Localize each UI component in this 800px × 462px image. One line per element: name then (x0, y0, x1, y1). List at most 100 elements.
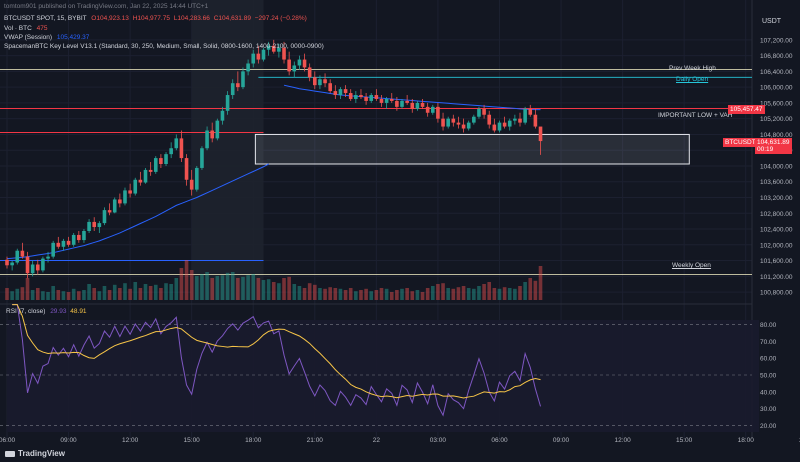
candle-body (384, 98, 389, 103)
volume-bar (184, 260, 189, 300)
candle-body (256, 53, 261, 60)
volume-bar (415, 290, 420, 300)
prev-week-high-label: Prev Week High (669, 65, 716, 72)
footer-brand: TradingView (5, 450, 65, 458)
candle-body (410, 102, 415, 109)
rsi-tick-label: 20.00 (760, 423, 777, 430)
volume-bar (318, 288, 322, 300)
candle-body (395, 100, 399, 107)
volume-bar (323, 288, 327, 300)
volume-bar (56, 290, 61, 300)
candle-body (354, 95, 358, 99)
volume-bar (348, 288, 353, 300)
candle-body (184, 158, 189, 180)
volume-bar (292, 284, 297, 300)
time-tick-label: 12:00 (122, 437, 139, 444)
price-tick-label: 106,400.00 (760, 69, 793, 76)
candle-body (246, 63, 250, 72)
vwap-legend[interactable]: VWAP (Session) 105,429.37 (4, 34, 90, 42)
volume-bar (92, 288, 97, 300)
daily-open-label: Daily Open (676, 76, 709, 83)
candle-body (482, 108, 486, 115)
volume-bar (307, 283, 312, 300)
candle-body (236, 83, 240, 88)
volume-bar (405, 288, 409, 300)
price-axis[interactable]: 107,200.00 106,800.00 106,400.00 106,000.00… (760, 37, 793, 429)
time-axis[interactable]: 06:00 09:00 12:00 15:00 18:00 21:00 22 03:00 06:… (0, 437, 800, 444)
price-tick-label: 106,000.00 (760, 85, 793, 92)
rsi-tick-label: 60.00 (760, 356, 777, 363)
candle-body (533, 114, 538, 127)
volume-bar (302, 288, 307, 300)
volume-bar (112, 284, 117, 300)
volume-bar (523, 282, 527, 300)
volume-bar (266, 279, 271, 300)
volume-bar (251, 274, 256, 300)
vwap-session-1 (6, 163, 269, 260)
volume-bar (482, 284, 486, 300)
candle-body (456, 122, 461, 125)
price-tick-label: 104,800.00 (760, 132, 793, 139)
candle-body (266, 45, 271, 50)
candle-body (379, 98, 384, 103)
volume-bar (128, 288, 132, 300)
volume-legend[interactable]: Vol · BTC 475 (4, 25, 48, 33)
candle-body (241, 71, 245, 88)
candle-body (513, 118, 517, 121)
candle-body (179, 138, 184, 159)
volume-bar (61, 291, 66, 300)
volume-bar (502, 287, 507, 300)
volume-bar (205, 272, 209, 300)
price-tick-label: 104,000.00 (760, 163, 793, 170)
candle-body (277, 47, 281, 52)
rsi-tick-label: 30.00 (760, 406, 777, 413)
candle-body (61, 240, 66, 247)
time-tick-label: 03:00 (430, 437, 447, 444)
time-tick-label: 12:00 (614, 437, 631, 444)
candle-body (82, 231, 86, 241)
volume-bar (297, 286, 302, 300)
price-tick-label: 107,200.00 (760, 37, 793, 44)
symbol-label[interactable]: BTCUSDT SPOT, 15, BYBIT (4, 15, 87, 22)
price-tick-label: 106,800.00 (760, 53, 793, 60)
key-levels (0, 69, 752, 275)
time-tick-label: 06:00 (491, 437, 508, 444)
volume-bar (338, 288, 343, 300)
candle-body (446, 118, 450, 127)
volume-bar (236, 278, 240, 300)
rsi-legend[interactable]: RSI (7, close) 29.93 48.91 (6, 308, 87, 316)
volume-bar (328, 287, 332, 300)
volume-value: 475 (36, 25, 48, 32)
rsi-band (7, 320, 759, 432)
volume-bar (374, 290, 379, 300)
currency-label[interactable]: USDT (762, 18, 782, 25)
volume-bar (472, 288, 476, 300)
price-tick-label: 103,600.00 (760, 179, 793, 186)
volume-bar (148, 286, 153, 300)
volume-label: Vol · BTC (4, 25, 32, 32)
volume-bar (492, 288, 497, 300)
candle-body (25, 256, 30, 274)
candle-body (230, 83, 235, 96)
candle-body (323, 79, 327, 84)
price-tick-label: 102,800.00 (760, 211, 793, 218)
candle-body (313, 77, 317, 86)
candle-body (282, 47, 286, 60)
indicator-legend[interactable]: SpacemanBTC Key Level V13.1 (Standard, 3… (4, 43, 324, 50)
candle-body (128, 190, 132, 194)
candle-body (210, 130, 214, 139)
candle-body (195, 167, 199, 190)
candle-body (138, 179, 143, 183)
volume-bar (497, 288, 502, 300)
volume-bar (138, 288, 143, 300)
price-tick-label: 100,800.00 (760, 290, 793, 297)
candle-body (487, 114, 492, 125)
volume-bar (195, 276, 199, 300)
rsi-value: 29.93 (50, 308, 67, 315)
vwap-value: 105,429.37 (56, 34, 90, 41)
volume-bar (395, 290, 399, 300)
volume-bar (538, 266, 543, 300)
candle-body (477, 108, 481, 117)
volume-bar (354, 291, 358, 300)
